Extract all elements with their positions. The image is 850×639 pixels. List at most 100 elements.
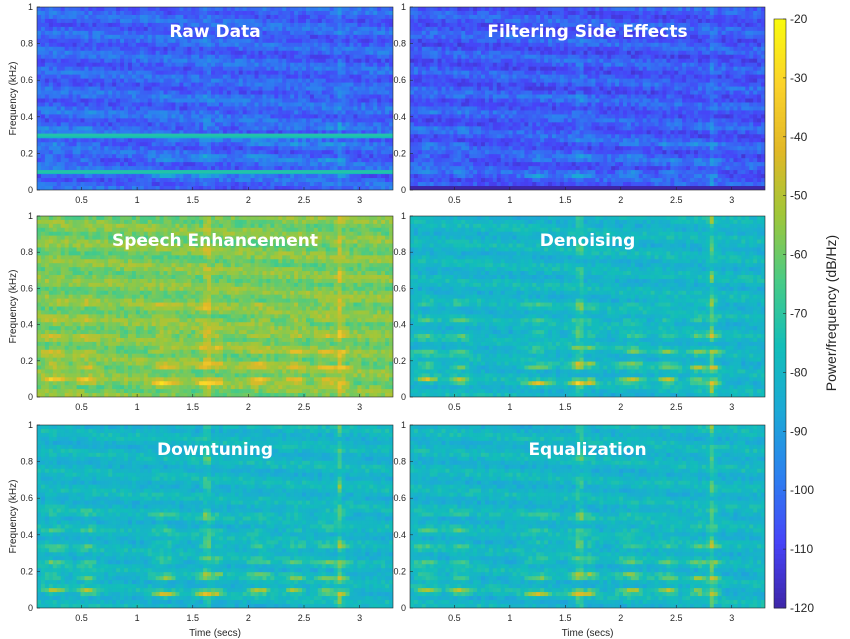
colorbar-segment (774, 475, 786, 481)
colorbar-segment (774, 490, 786, 496)
colorbar-segment (774, 352, 786, 359)
y-tick-label: 1 (28, 211, 33, 221)
colorbar-segment (774, 549, 786, 555)
x-tick-label: 1 (135, 195, 140, 205)
x-tick-label: 2 (618, 402, 623, 412)
colorbar-segment (774, 328, 786, 334)
x-tick-label: 3 (729, 195, 734, 205)
x-tick-label: 1 (507, 195, 512, 205)
spectrogram-panel: 0.5 1 1.5 2 2.5 3 0 0.2 0.4 0.6 0.8 1 Frequency (kHz… (8, 420, 394, 639)
colorbar-segment (774, 514, 786, 521)
colorbar-segment (774, 234, 786, 241)
colorbar-segment (774, 529, 786, 535)
colorbar-segment (774, 19, 786, 25)
colorbar-segment (774, 195, 786, 202)
colorbar-segment (774, 323, 786, 329)
y-axis-label: Frequency (kHz) (8, 270, 19, 344)
colorbar-segment (774, 38, 786, 45)
colorbar-segment (774, 524, 786, 530)
y-tick-label: 0.6 (20, 493, 33, 503)
colorbar-segment (774, 303, 786, 310)
x-tick-label: 0.5 (75, 195, 88, 205)
colorbar-segment (774, 269, 786, 275)
colorbar-segment (774, 441, 786, 447)
y-tick-label: 0 (401, 603, 406, 613)
colorbar-segment (774, 141, 786, 148)
colorbar-segment (774, 357, 786, 364)
axes-frame (36, 215, 394, 398)
x-tick-label: 1.5 (186, 402, 199, 412)
y-tick-label: 0.8 (393, 39, 406, 49)
x-axis-label: Time (secs) (189, 628, 241, 639)
spectrogram-panel: 0.5 1 1.5 2 2.5 3 0 0.2 0.4 0.6 0.8 1 Frequency (kHz… (8, 2, 394, 205)
colorbar-segment (774, 396, 786, 403)
x-tick-label: 1 (507, 402, 512, 412)
colorbar-segment (774, 259, 786, 265)
colorbar-segment (774, 53, 786, 59)
colorbar-segment (774, 254, 786, 261)
colorbar-segment (774, 347, 786, 354)
x-tick-label: 1.5 (186, 195, 199, 205)
x-tick-label: 3 (357, 613, 362, 623)
colorbar-tick-label: -40 (790, 130, 808, 144)
colorbar-segment (774, 72, 786, 79)
colorbar-segment (774, 249, 786, 256)
tone-line (37, 170, 393, 174)
x-tick-label: 2 (246, 402, 251, 412)
colorbar-segment (774, 215, 786, 221)
colorbar-segment (774, 446, 786, 452)
colorbar-segment (774, 171, 786, 177)
colorbar-segment (774, 146, 786, 153)
x-tick-label: 1 (507, 613, 512, 623)
colorbar-segment (774, 362, 786, 368)
colorbar-tick-label: -110 (790, 542, 813, 556)
colorbar-segment (774, 274, 786, 280)
colorbar-segment (774, 87, 786, 94)
y-tick-label: 0 (28, 392, 33, 402)
colorbar-segment (774, 519, 786, 526)
x-tick-label: 2 (618, 613, 623, 623)
colorbar-segment (774, 117, 786, 123)
axes-frame (36, 424, 394, 609)
colorbar: -20 -30 -40 -50 -60 -70 -80 -90 -100 -110 -120 Powe… (773, 12, 839, 615)
colorbar-tick-label: -70 (790, 307, 808, 321)
colorbar-segment (774, 392, 786, 398)
colorbar-segment (774, 210, 786, 216)
y-tick-label: 0.6 (20, 283, 33, 293)
x-tick-label: 2.5 (670, 613, 683, 623)
y-tick-label: 0.8 (20, 457, 33, 467)
x-tick-label: 1.5 (186, 613, 199, 623)
y-axis-label: Frequency (kHz) (8, 62, 19, 136)
y-tick-label: 0.6 (393, 75, 406, 85)
colorbar-segment (774, 166, 786, 172)
y-tick-label: 0.4 (20, 320, 33, 330)
spectrogram-cells (37, 216, 393, 397)
colorbar-segment (774, 588, 786, 594)
colorbar-segment (774, 23, 786, 30)
colorbar-segment (774, 77, 786, 84)
colorbar-segment (774, 185, 786, 192)
colorbar-segment (774, 200, 786, 207)
colorbar-segment (774, 43, 786, 49)
colorbar-segment (774, 367, 786, 373)
x-tick-label: 2.5 (670, 195, 683, 205)
colorbar-tick-label: -80 (790, 365, 808, 379)
colorbar-segment (774, 372, 786, 378)
colorbar-segment (774, 342, 786, 349)
colorbar-segment (774, 33, 786, 40)
y-tick-label: 1 (28, 420, 33, 430)
colorbar-segment (774, 509, 786, 516)
colorbar-segment (774, 284, 786, 290)
colorbar-segment (774, 573, 786, 580)
x-tick-label: 1 (135, 613, 140, 623)
spectrogram-cells (410, 7, 765, 190)
y-tick-label: 0.6 (393, 283, 406, 293)
colorbar-segment (774, 126, 786, 133)
axes-frame (409, 215, 766, 398)
x-tick-label: 1 (135, 402, 140, 412)
colorbar-segment (774, 293, 786, 300)
colorbar-segment (774, 318, 786, 324)
panel-title: Downtuning (157, 440, 273, 460)
y-tick-label: 1 (401, 211, 406, 221)
colorbar-segment (774, 598, 786, 604)
